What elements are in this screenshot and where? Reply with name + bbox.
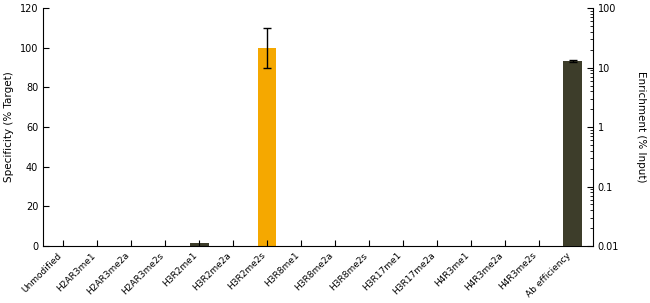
Bar [564,61,582,303]
Y-axis label: Specificity (% Target): Specificity (% Target) [4,72,14,182]
Y-axis label: Enrichment (% Input): Enrichment (% Input) [636,71,646,183]
Bar [258,48,276,246]
Bar [190,243,209,246]
